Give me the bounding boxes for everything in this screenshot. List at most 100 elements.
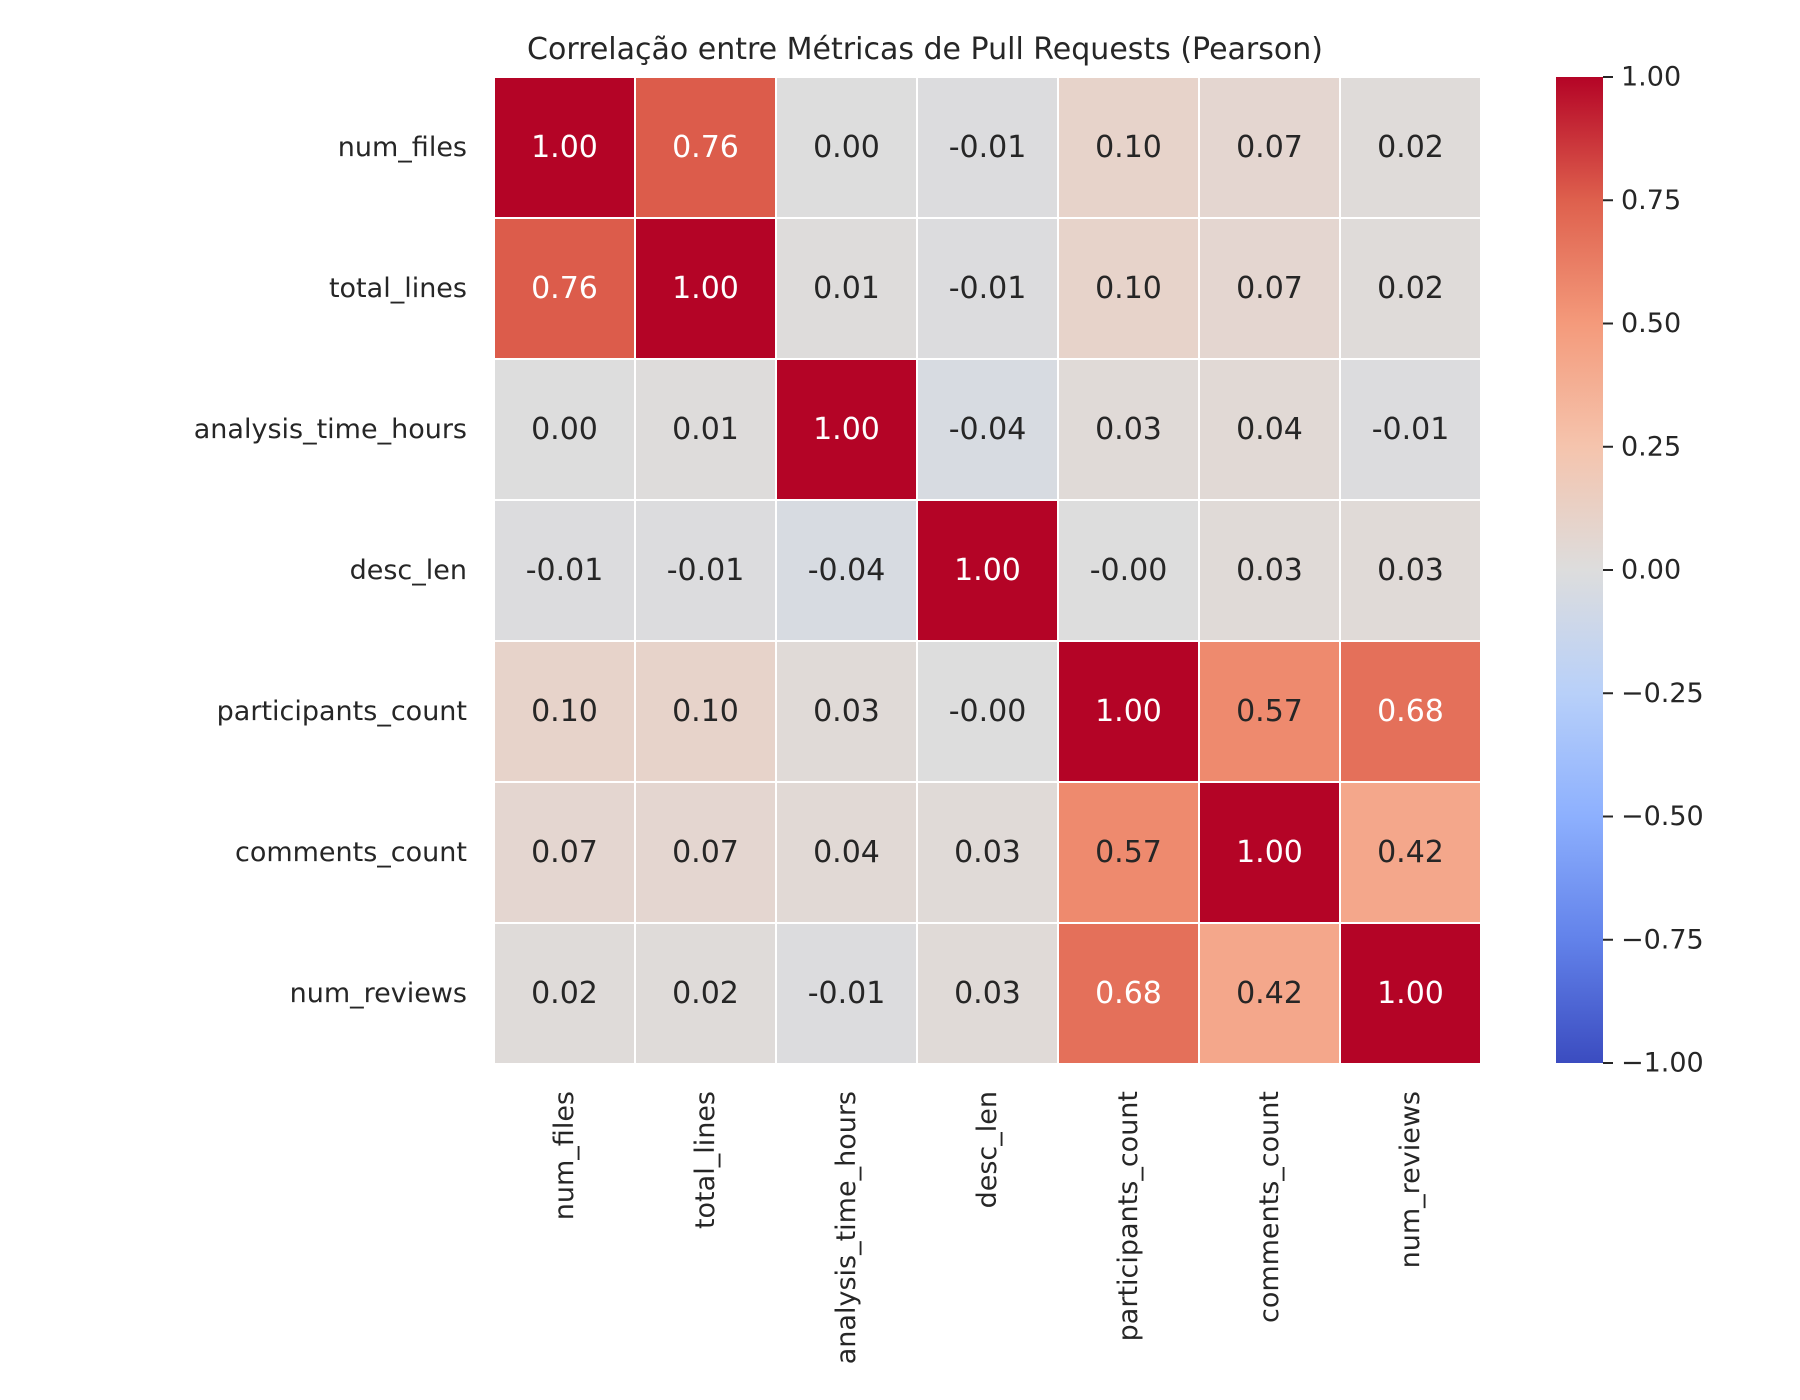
- cell-value-label: 0.02: [531, 976, 598, 1011]
- cell-value-label: -0.01: [808, 976, 886, 1011]
- y-tick-label: participants_count: [217, 696, 467, 727]
- cell-value-label: -0.01: [667, 553, 745, 588]
- cell-value-label: 1.00: [813, 412, 880, 447]
- cell-value-label: -0.01: [949, 271, 1027, 306]
- cell-value-label: 0.02: [1377, 271, 1444, 306]
- cell-value-label: 0.68: [1377, 694, 1444, 729]
- x-tick-label: num_files: [549, 1091, 580, 1220]
- cell-value-label: 0.57: [1236, 694, 1303, 729]
- heatmap-cell: [1339, 640, 1482, 783]
- cell-value-label: 0.03: [1236, 553, 1303, 588]
- heatmap-cell: [1198, 76, 1341, 219]
- heatmap-cell: [1057, 217, 1200, 360]
- heatmap-cell: [1339, 922, 1482, 1065]
- heatmap-cell: [775, 922, 918, 1065]
- colorbar-ticks: 1.00 0.75 0.50 0.25 0.00 −0.25 −0.50 −0.75 −1.00: [1603, 62, 1704, 1079]
- cell-value-label: 0.00: [531, 412, 598, 447]
- heatmap-cell: [1057, 781, 1200, 924]
- cell-value-label: 0.10: [1095, 271, 1162, 306]
- cell-value-label: -0.00: [1090, 553, 1168, 588]
- heatmap-cell-labels: 1.00 0.76 0.00 -0.01 0.10 0.07 0.02 0.76 1.00 0.0…: [526, 130, 1450, 1011]
- heatmap-cell: [493, 499, 636, 642]
- cell-value-label: 1.00: [954, 553, 1021, 588]
- cell-value-label: 0.01: [672, 412, 739, 447]
- cell-value-label: 0.57: [1095, 835, 1162, 870]
- cell-value-label: 0.04: [1236, 412, 1303, 447]
- cell-value-label: 0.02: [1377, 130, 1444, 165]
- heatmap-cell: [493, 217, 636, 360]
- y-tick-label: num_reviews: [290, 978, 467, 1009]
- cell-value-label: 0.00: [813, 130, 880, 165]
- heatmap-cell: [916, 499, 1059, 642]
- cell-value-label: -0.01: [949, 130, 1027, 165]
- x-tick-label: desc_len: [972, 1091, 1003, 1208]
- heatmap-cell: [916, 781, 1059, 924]
- cell-value-label: 0.10: [531, 694, 598, 729]
- colorbar-tick-label: −0.50: [1621, 801, 1704, 832]
- heatmap-cell: [775, 640, 918, 783]
- heatmap-cell: [634, 781, 777, 924]
- cell-value-label: 1.00: [672, 271, 739, 306]
- heatmap-cells: [493, 76, 1482, 1065]
- heatmap-cell: [775, 217, 918, 360]
- heatmap-cell: [1339, 217, 1482, 360]
- cell-value-label: 0.03: [1095, 412, 1162, 447]
- colorbar: [1556, 77, 1603, 1063]
- cell-value-label: 0.04: [813, 835, 880, 870]
- colorbar-tick-label: −0.75: [1621, 924, 1704, 955]
- cell-value-label: 0.07: [1236, 271, 1303, 306]
- colorbar-tick-label: 0.50: [1621, 308, 1681, 339]
- heatmap-cell: [634, 358, 777, 501]
- cell-value-label: 0.03: [813, 694, 880, 729]
- colorbar-tick-label: 0.00: [1621, 555, 1681, 586]
- heatmap-cell: [775, 781, 918, 924]
- cell-value-label: -0.01: [526, 553, 604, 588]
- cell-value-label: 1.00: [1236, 835, 1303, 870]
- colorbar-tick-label: 0.25: [1621, 431, 1681, 462]
- cell-value-label: 0.10: [672, 694, 739, 729]
- heatmap-cell: [775, 358, 918, 501]
- heatmap-cell: [1339, 781, 1482, 924]
- cell-value-label: -0.00: [949, 694, 1027, 729]
- heatmap-cell: [916, 76, 1059, 219]
- x-tick-label: comments_count: [1254, 1091, 1285, 1323]
- cell-value-label: 0.68: [1095, 976, 1162, 1011]
- heatmap-cell: [916, 922, 1059, 1065]
- y-tick-label: comments_count: [235, 837, 467, 868]
- heatmap-cell: [634, 76, 777, 219]
- colorbar-tick-label: −0.25: [1621, 678, 1704, 709]
- heatmap-cell: [1198, 499, 1341, 642]
- heatmap-cell: [1057, 922, 1200, 1065]
- cell-value-label: 0.76: [672, 130, 739, 165]
- cell-value-label: 0.07: [672, 835, 739, 870]
- y-tick-label: analysis_time_hours: [194, 414, 467, 445]
- heatmap-cell: [634, 499, 777, 642]
- x-tick-label: analysis_time_hours: [831, 1091, 862, 1364]
- cell-value-label: 0.01: [813, 271, 880, 306]
- x-tick-label: total_lines: [690, 1091, 721, 1229]
- y-tick-label: desc_len: [350, 555, 467, 586]
- cell-value-label: 0.07: [531, 835, 598, 870]
- cell-value-label: 0.42: [1236, 976, 1303, 1011]
- x-axis-labels: num_files total_lines analysis_time_hours d…: [549, 1091, 1426, 1364]
- cell-value-label: -0.04: [949, 412, 1027, 447]
- heatmap-cell: [1339, 358, 1482, 501]
- cell-value-label: 0.03: [954, 835, 1021, 870]
- heatmap-cell: [775, 76, 918, 219]
- cell-value-label: -0.01: [1372, 412, 1450, 447]
- colorbar-tick-label: 0.75: [1621, 185, 1681, 216]
- heatmap-cell: [493, 640, 636, 783]
- heatmap-cell: [1198, 922, 1341, 1065]
- y-tick-label: total_lines: [329, 273, 467, 304]
- cell-value-label: 1.00: [1095, 694, 1162, 729]
- heatmap-cell: [1198, 358, 1341, 501]
- heatmap-cell: [493, 76, 636, 219]
- heatmap-cell: [916, 358, 1059, 501]
- cell-value-label: 0.02: [672, 976, 739, 1011]
- colorbar-tick-label: −1.00: [1621, 1048, 1704, 1079]
- y-tick-label: num_files: [338, 132, 467, 163]
- cell-value-label: 0.10: [1095, 130, 1162, 165]
- cell-value-label: 0.03: [1377, 553, 1444, 588]
- x-tick-label: participants_count: [1113, 1091, 1144, 1341]
